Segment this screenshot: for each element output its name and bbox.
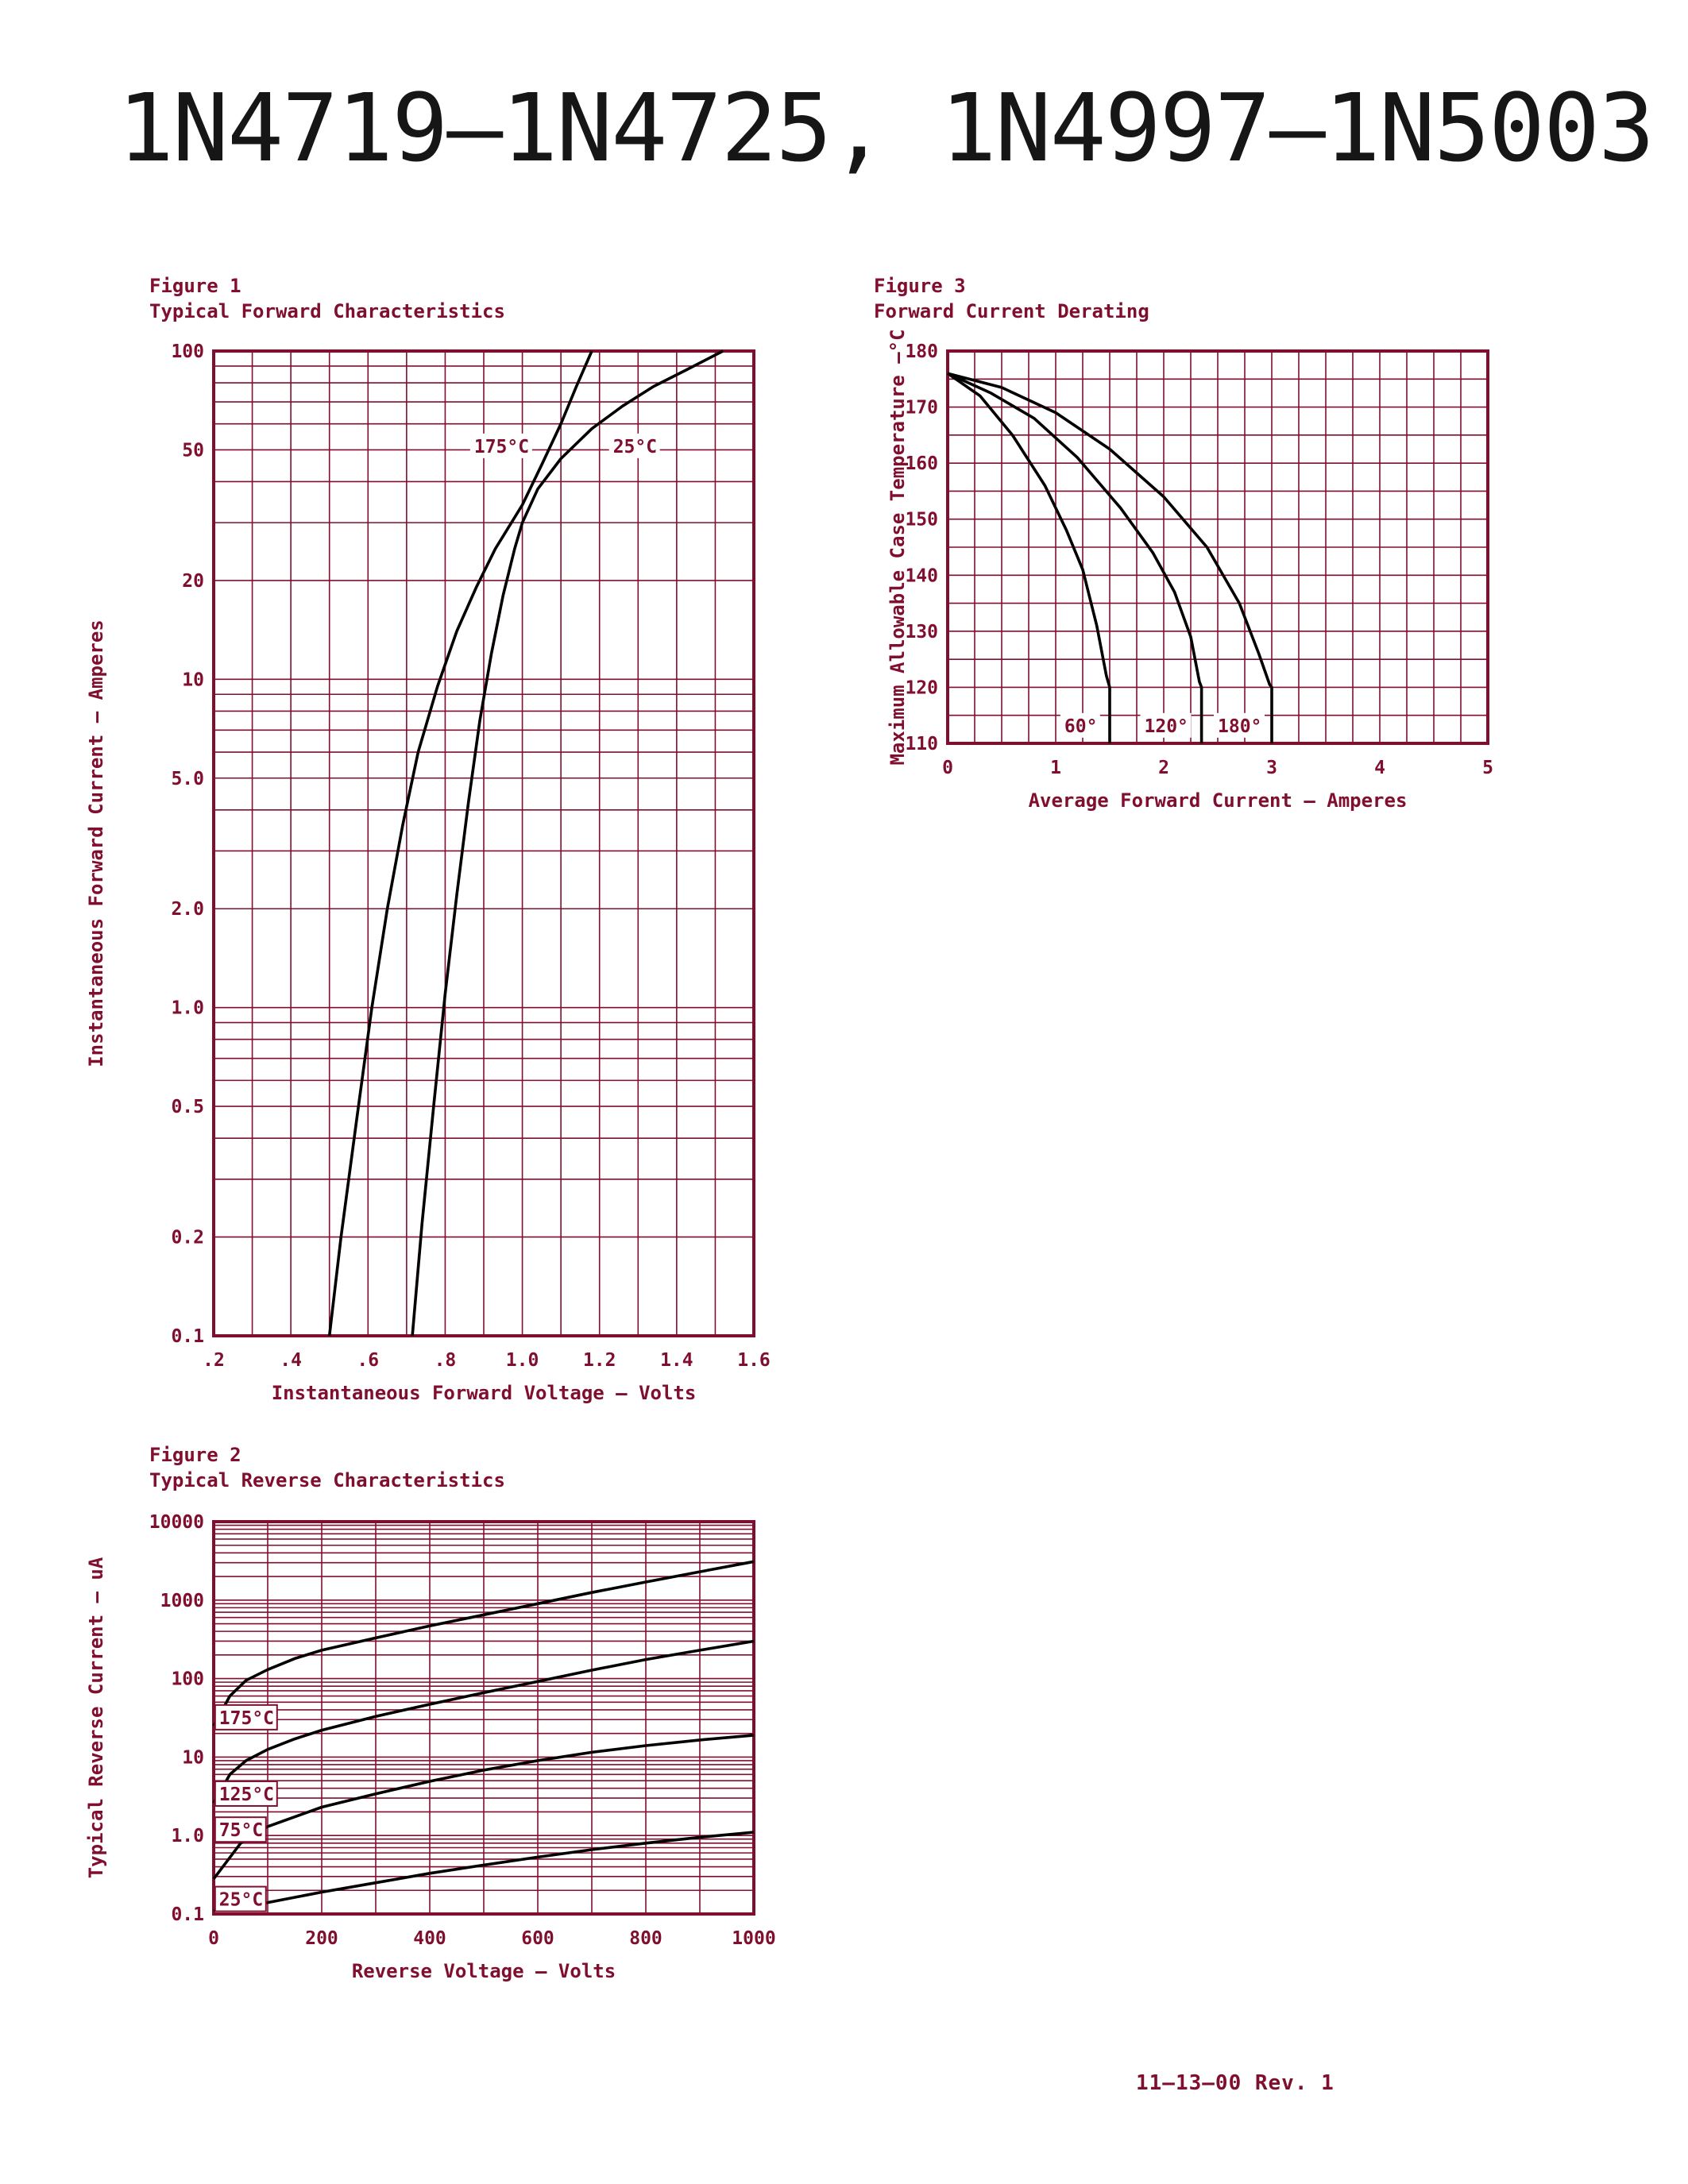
svg-text:10: 10	[182, 669, 204, 690]
svg-text:2.0: 2.0	[171, 899, 204, 920]
figure1-title: Typical Forward Characteristics	[149, 300, 505, 322]
svg-text:5: 5	[1482, 758, 1493, 778]
svg-text:1.0: 1.0	[506, 1350, 539, 1371]
figure2-title: Typical Reverse Characteristics	[149, 1469, 505, 1491]
svg-text:0.1: 0.1	[171, 1326, 204, 1347]
page-title: 1N4719–1N4725, 1N4997–1N5003	[118, 73, 1655, 183]
figure3-label: Figure 3	[874, 275, 966, 297]
svg-text:140: 140	[905, 565, 938, 586]
figure3-caption: Figure 3 Forward Current Derating	[874, 273, 1149, 324]
svg-text:5.0: 5.0	[171, 769, 204, 789]
svg-text:120: 120	[905, 677, 938, 698]
svg-text:1.2: 1.2	[583, 1350, 616, 1371]
svg-text:20: 20	[182, 571, 204, 592]
svg-text:1.6: 1.6	[737, 1350, 771, 1371]
svg-text:10: 10	[182, 1747, 204, 1768]
svg-text:75°C: 75°C	[219, 1820, 263, 1841]
svg-text:200: 200	[305, 1928, 338, 1949]
svg-text:600: 600	[521, 1928, 554, 1949]
svg-text:25°C: 25°C	[613, 437, 657, 457]
svg-text:800: 800	[629, 1928, 662, 1949]
figure3-title: Forward Current Derating	[874, 300, 1149, 322]
svg-text:Average Forward Current – Ampe: Average Forward Current – Amperes	[1029, 789, 1408, 812]
svg-text:0.5: 0.5	[171, 1097, 204, 1117]
svg-text:1.0: 1.0	[171, 1826, 204, 1846]
svg-text:125°C: 125°C	[219, 1785, 274, 1805]
svg-text:.8: .8	[435, 1350, 457, 1371]
svg-text:160: 160	[905, 453, 938, 474]
figure2-reverse-characteristics-chart: 0 200 400 600 800 1000 10000 1000 100 10 1.0 0.1 Rev…	[85, 1512, 776, 1982]
svg-text:.4: .4	[280, 1350, 302, 1371]
svg-text:4: 4	[1374, 758, 1385, 778]
svg-text:.2: .2	[203, 1350, 225, 1371]
revision-note: 11–13–00 Rev. 1	[1136, 2071, 1335, 2095]
svg-text:Typical Reverse Current – uA: Typical Reverse Current – uA	[85, 1557, 107, 1878]
svg-text:150: 150	[905, 510, 938, 531]
figure1-caption: Figure 1 Typical Forward Characteristics	[149, 273, 505, 324]
svg-text:400: 400	[413, 1928, 446, 1949]
svg-text:Instantaneous Forward Current: Instantaneous Forward Current – Amperes	[85, 619, 107, 1067]
svg-text:60°: 60°	[1064, 716, 1098, 737]
svg-text:50: 50	[182, 440, 204, 461]
svg-text:2: 2	[1158, 758, 1169, 778]
svg-text:.6: .6	[357, 1350, 379, 1371]
svg-text:1000: 1000	[732, 1928, 775, 1949]
svg-text:175°C: 175°C	[474, 437, 529, 457]
svg-text:120°: 120°	[1145, 716, 1188, 737]
svg-text:175°C: 175°C	[219, 1708, 274, 1729]
figure2-caption: Figure 2 Typical Reverse Characteristics	[149, 1442, 505, 1493]
svg-text:0.1: 0.1	[171, 1904, 204, 1925]
svg-text:180: 180	[905, 341, 938, 362]
svg-text:Reverse Voltage – Volts: Reverse Voltage – Volts	[352, 1960, 616, 1982]
svg-text:130: 130	[905, 622, 938, 642]
svg-text:180°: 180°	[1218, 716, 1261, 737]
figure1-label: Figure 1	[149, 275, 241, 297]
svg-text:3: 3	[1266, 758, 1277, 778]
svg-text:1.4: 1.4	[660, 1350, 693, 1371]
svg-text:0.2: 0.2	[171, 1228, 204, 1248]
svg-text:100: 100	[171, 341, 204, 362]
svg-text:100: 100	[171, 1669, 204, 1690]
svg-text:10000: 10000	[149, 1512, 204, 1533]
svg-text:0: 0	[208, 1928, 219, 1949]
figure3-current-derating-chart: 0 1 2 3 4 5 180 170 160 150 140 130 120 110 Average Fo…	[886, 329, 1493, 812]
svg-text:1000: 1000	[160, 1591, 204, 1611]
figure1-forward-characteristics-chart: .2 .4 .6 .8 1.0 1.2 1.4 1.6 100 50 20 10 5.0 2.0 1.0 0.…	[85, 341, 771, 1404]
svg-text:0: 0	[942, 758, 953, 778]
svg-text:Instantaneous Forward Voltage: Instantaneous Forward Voltage – Volts	[272, 1382, 697, 1404]
svg-text:1: 1	[1050, 758, 1061, 778]
svg-text:25°C: 25°C	[219, 1890, 263, 1911]
svg-text:110: 110	[905, 734, 938, 754]
figure2-label: Figure 2	[149, 1444, 241, 1466]
svg-text:1.0: 1.0	[171, 998, 204, 1019]
svg-text:170: 170	[905, 398, 938, 419]
svg-text:Maximum Allowable Case Tempera: Maximum Allowable Case Temperature –°C	[886, 329, 909, 765]
